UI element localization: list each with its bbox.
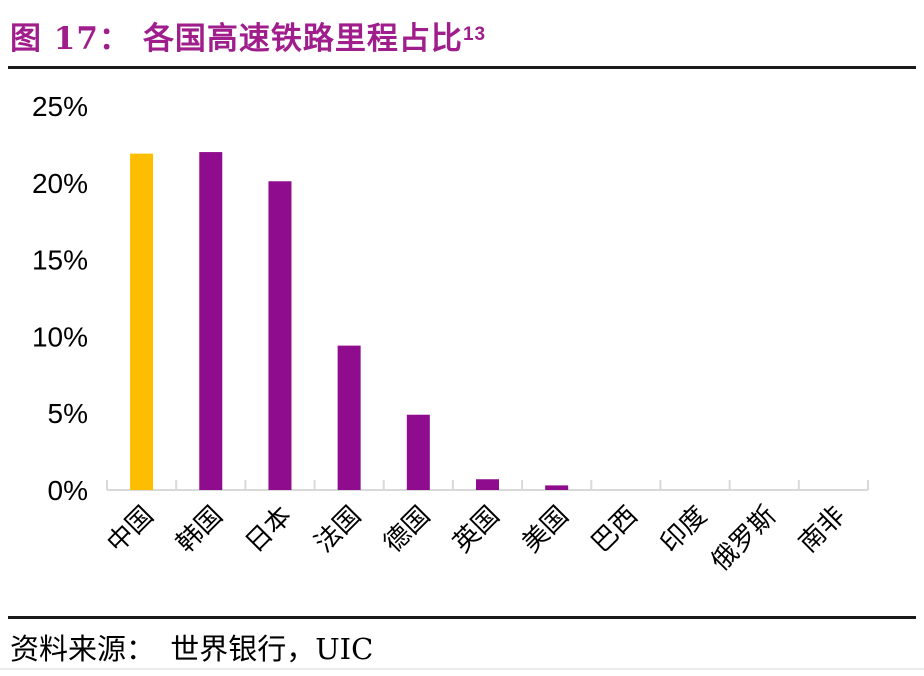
bar-德国 — [406, 414, 430, 490]
bar-英国 — [476, 479, 499, 490]
bar-中国 — [130, 153, 154, 490]
x-axis-category-label: 英国 — [447, 500, 505, 558]
x-axis-category-label: 法国 — [308, 500, 366, 558]
source-text: 世界银行，UIC — [170, 632, 374, 666]
x-axis-category-label: 美国 — [516, 500, 574, 558]
y-axis-label: 5% — [48, 398, 88, 429]
bar-美国 — [545, 485, 569, 490]
x-axis-category-label: 德国 — [378, 500, 436, 558]
x-axis-category-label: 日本 — [239, 500, 297, 558]
figure-title: 图 17： 各国高速铁路里程占比 13 — [10, 6, 486, 64]
x-axis-category-label: 俄罗斯 — [705, 500, 781, 576]
figure-number-label: 图 17： — [10, 20, 131, 57]
bar-韩国 — [199, 152, 223, 490]
source-divider-line — [8, 616, 916, 619]
chart-area: 0% 5% 10% 15% 20% 25% 中国 韩国 日本 法国 德国 英国 美国 巴西 印度 俄罗斯 南非 — [0, 70, 924, 615]
y-axis-label: 15% — [32, 245, 88, 276]
bar-日本 — [268, 181, 292, 490]
x-axis-category-label: 韩国 — [170, 500, 228, 558]
bar-法国 — [337, 345, 361, 490]
y-axis-label: 10% — [32, 321, 88, 352]
x-axis-category-label: 中国 — [101, 500, 159, 558]
source-label: 资料来源： — [10, 632, 156, 666]
x-axis-category-label: 印度 — [654, 500, 712, 558]
figure-title-text: 各国高速铁路里程占比 — [142, 20, 463, 57]
y-axis-label: 0% — [48, 475, 88, 506]
source-line: 资料来源： 世界银行，UIC — [10, 626, 373, 668]
y-axis-label: 25% — [32, 91, 88, 122]
bottom-border-line — [0, 668, 924, 670]
x-axis-category-label: 巴西 — [585, 500, 643, 558]
y-axis-label: 20% — [32, 168, 88, 199]
x-axis-category-label: 南非 — [793, 500, 851, 558]
title-divider-line — [8, 66, 916, 69]
